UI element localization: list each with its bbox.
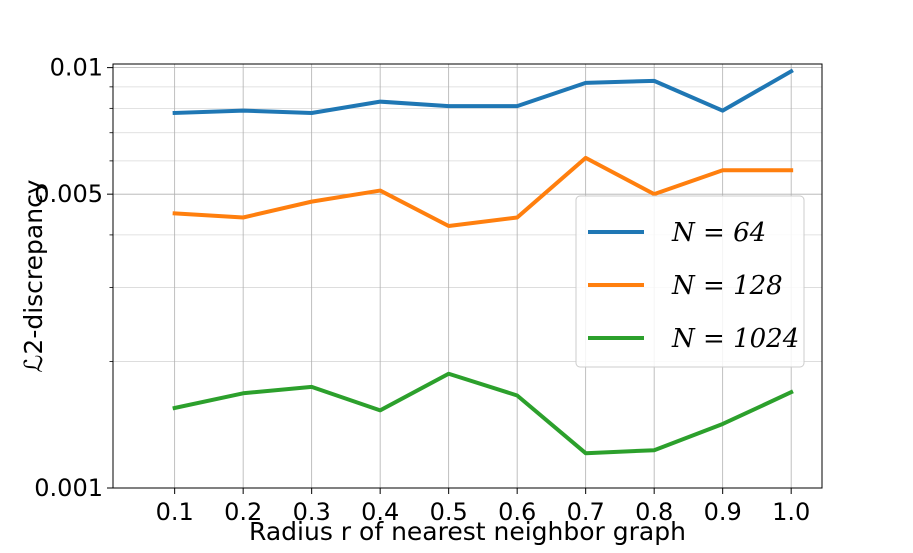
plot-frame — [112, 63, 823, 489]
legend-label-3: N = 1024 — [671, 324, 799, 354]
legend-label-2: N = 128 — [671, 271, 783, 301]
series-line-3 — [172, 371, 794, 456]
x-tick-label: 0.3 — [293, 498, 331, 526]
x-tick-label: 1.0 — [772, 498, 810, 526]
x-tick-label: 0.8 — [635, 498, 673, 526]
y-tick-label: 0.001 — [34, 474, 103, 502]
x-tick-label: 0.2 — [224, 498, 262, 526]
x-axis-label: Radius r of nearest neighbor graph — [249, 517, 686, 546]
x-tick-label: 0.5 — [430, 498, 468, 526]
legend-label-1: N = 64 — [671, 218, 766, 248]
legend: N = 64 N = 128 N = 1024 — [575, 195, 805, 368]
tick-layer: 0.001 0.005 0.01 0.1 0.2 0.3 0.4 0.5 0.6 0.7 0.8 0.… — [34, 54, 810, 526]
y-tick-label: 0.01 — [50, 54, 103, 82]
legend-box — [575, 195, 805, 368]
y-tick-label: 0.005 — [34, 180, 103, 208]
x-tick-label: 0.7 — [567, 498, 605, 526]
x-tick-label: 0.4 — [361, 498, 399, 526]
y-axis-label: ℒ2-discrepancy — [19, 179, 48, 372]
series-line-1 — [172, 68, 794, 116]
x-tick-label: 0.6 — [498, 498, 536, 526]
x-tick-label: 0.1 — [156, 498, 194, 526]
x-tick-label: 0.9 — [704, 498, 742, 526]
series-line-2 — [172, 155, 794, 228]
series-layer — [172, 68, 794, 456]
